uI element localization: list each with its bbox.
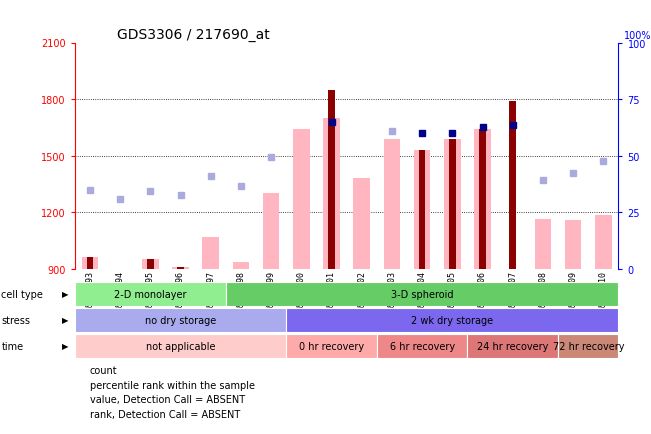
Bar	[75, 308, 286, 332]
Bar	[263, 194, 279, 269]
Text: 3-D spheroid: 3-D spheroid	[391, 289, 453, 299]
Text: GDS3306 / 217690_at: GDS3306 / 217690_at	[117, 28, 270, 42]
Text: stress: stress	[1, 315, 31, 325]
Bar	[328, 90, 335, 269]
Bar	[173, 267, 189, 269]
Bar	[383, 139, 400, 269]
Bar	[81, 258, 98, 269]
Bar	[177, 267, 184, 269]
Bar	[377, 334, 467, 358]
Text: 2 wk dry storage: 2 wk dry storage	[411, 315, 493, 325]
Bar	[510, 102, 516, 269]
Text: 2-D monolayer: 2-D monolayer	[114, 289, 187, 299]
Bar	[142, 260, 159, 269]
Bar	[479, 130, 486, 269]
Bar	[558, 334, 618, 358]
Bar	[75, 282, 226, 306]
Bar	[226, 282, 618, 306]
Bar	[595, 215, 612, 269]
Bar	[467, 334, 558, 358]
Bar	[444, 139, 461, 269]
Bar	[293, 130, 310, 269]
Bar	[232, 263, 249, 269]
Bar	[534, 219, 551, 269]
Text: percentile rank within the sample: percentile rank within the sample	[90, 380, 255, 390]
Text: 24 hr recovery: 24 hr recovery	[477, 341, 548, 351]
Bar	[286, 334, 377, 358]
Text: not applicable: not applicable	[146, 341, 215, 351]
Bar	[87, 258, 93, 269]
Text: 0 hr recovery: 0 hr recovery	[299, 341, 364, 351]
Bar	[565, 220, 581, 269]
Bar	[419, 151, 426, 269]
Text: 6 hr recovery: 6 hr recovery	[389, 341, 454, 351]
Text: 100%: 100%	[624, 31, 651, 41]
Bar	[449, 139, 456, 269]
Bar	[75, 334, 286, 358]
Text: 72 hr recovery: 72 hr recovery	[553, 341, 624, 351]
Text: time: time	[1, 341, 23, 351]
Bar	[147, 260, 154, 269]
Text: ▶: ▶	[62, 342, 68, 351]
Text: ▶: ▶	[62, 316, 68, 325]
Text: cell type: cell type	[1, 289, 43, 299]
Bar	[202, 237, 219, 269]
Text: ▶: ▶	[62, 289, 68, 299]
Bar	[474, 130, 491, 269]
Bar	[353, 179, 370, 269]
Text: value, Detection Call = ABSENT: value, Detection Call = ABSENT	[90, 395, 245, 404]
Text: count: count	[90, 366, 117, 375]
Bar	[414, 151, 430, 269]
Bar	[286, 308, 618, 332]
Text: rank, Detection Call = ABSENT: rank, Detection Call = ABSENT	[90, 409, 240, 418]
Bar	[324, 118, 340, 269]
Text: no dry storage: no dry storage	[145, 315, 216, 325]
